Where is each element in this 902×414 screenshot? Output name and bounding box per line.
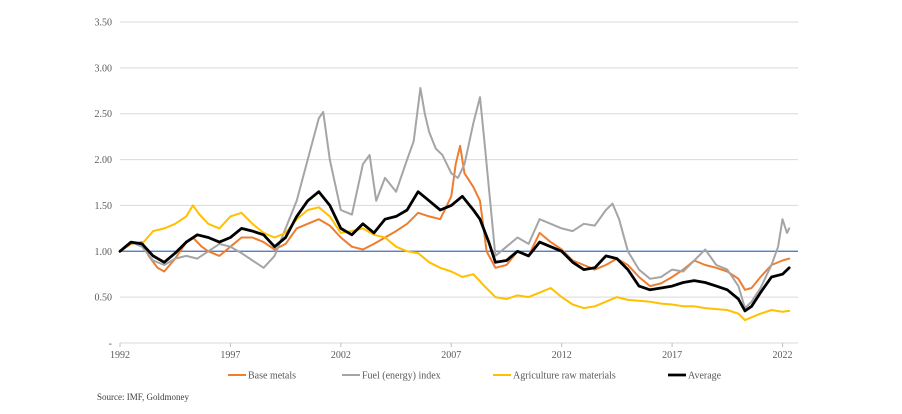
legend-label: Fuel (energy) index	[362, 371, 441, 382]
legend-label: Agriculture raw materials	[513, 371, 616, 382]
source-note: Source: IMF, Goldmoney	[97, 392, 190, 402]
y-tick-label: 2.50	[95, 109, 113, 120]
y-tick-label: 3.00	[95, 63, 113, 74]
x-tick-label: 2012	[552, 350, 572, 361]
series-lines	[118, 87, 791, 322]
x-tick-label: 1992	[110, 350, 130, 361]
y-tick-label: 0.50	[95, 293, 113, 304]
y-tick-label: 2.00	[95, 155, 113, 166]
x-tick-label: 1997	[220, 350, 240, 361]
x-tick-label: 2022	[773, 350, 793, 361]
legend: Base metals Fuel (energy) index Agricultur…	[228, 371, 722, 382]
y-tick-label: -	[109, 339, 112, 350]
x-axis: 1992 1997 2002 2007 2012 2017 2022	[110, 342, 798, 361]
y-tick-label: 3.50	[95, 18, 113, 29]
x-tick-label: 2007	[441, 350, 461, 361]
y-tick-label: 1.50	[95, 201, 113, 212]
legend-label: Base metals	[248, 371, 296, 382]
series-line-3	[118, 190, 791, 313]
gridlines	[120, 21, 798, 298]
y-axis-ticks: - 0.50 1.00 1.50 2.00 2.50 3.00 3.50	[95, 18, 113, 350]
series-line-2	[119, 204, 791, 322]
series-line-0	[119, 144, 791, 291]
x-tick-label: 2002	[331, 350, 351, 361]
y-tick-label: 1.00	[95, 247, 113, 258]
x-tick-label: 2017	[662, 350, 682, 361]
legend-label: Average	[688, 371, 722, 382]
series-line-1	[119, 87, 791, 310]
